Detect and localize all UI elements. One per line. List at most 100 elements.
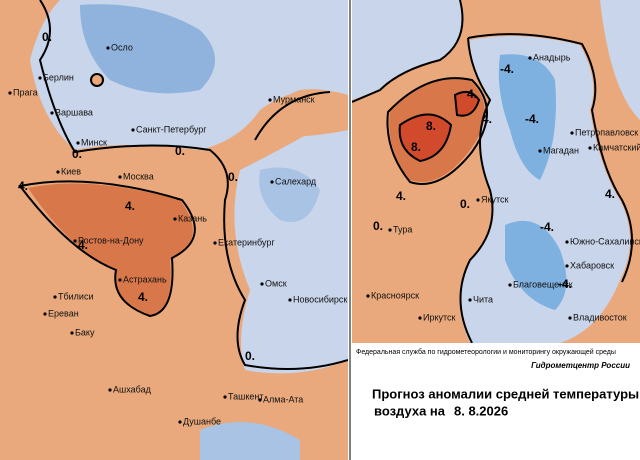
contour-label: 8. (426, 119, 436, 133)
city-label: Тура (393, 224, 412, 234)
left-panel (0, 0, 348, 460)
city-dot (56, 170, 60, 174)
city-dot (538, 149, 542, 153)
city-dot (258, 398, 262, 402)
city-label: Екатеринбург (218, 237, 275, 247)
city-dot (565, 240, 569, 244)
city-label: Новосибирск (293, 294, 347, 304)
city-dot (53, 295, 57, 299)
city-label: Якутск (481, 194, 509, 204)
city-dot (476, 198, 480, 202)
city-dot (38, 76, 42, 80)
city-label: Ашхабад (113, 384, 152, 394)
city-dot (223, 395, 227, 399)
city-dot (8, 91, 12, 95)
city-dot (106, 46, 110, 50)
city-dot (260, 282, 264, 286)
city-dot (76, 141, 80, 145)
contour-label: 0. (460, 197, 470, 211)
city-label: Владивосток (573, 312, 627, 322)
city-dot (50, 111, 54, 115)
city-dot (508, 283, 512, 287)
city-label: Ростов-на-Дону (78, 235, 144, 245)
city-dot (213, 241, 217, 245)
city-label: Казань (178, 213, 207, 223)
city-dot (108, 388, 112, 392)
city-label: Тбилиси (58, 291, 94, 301)
city-dot (528, 56, 532, 60)
contour-label: 0. (373, 219, 383, 233)
contour-label: 0. (72, 147, 82, 161)
city-label: Санкт-Петербург (136, 124, 207, 134)
city-dot (565, 264, 569, 268)
city-label: Астрахань (123, 274, 167, 284)
city-label: Омск (265, 278, 287, 288)
city-label: Хабаровск (570, 260, 614, 270)
city-dot (366, 294, 370, 298)
city-label: Мурманск (273, 94, 315, 104)
center: Гидрометцентр России (531, 361, 630, 370)
contour-label: 4. (396, 189, 406, 203)
contour-label: -4. (558, 277, 572, 291)
city-dot (70, 331, 74, 335)
city-label: Прага (13, 87, 38, 97)
city-label: Берлин (43, 72, 74, 82)
city-dot (173, 217, 177, 221)
contour-label: 8. (411, 140, 421, 154)
city-dot (131, 128, 135, 132)
city-label: Душанбе (183, 416, 221, 426)
city-dot (73, 239, 77, 243)
contour-label: -4. (540, 220, 554, 234)
city-dot (288, 298, 292, 302)
city-dot (418, 316, 422, 320)
title: Прогноз аномалии средней температуры (372, 386, 639, 401)
city-dot (43, 312, 47, 316)
contour-label: 4. (467, 87, 477, 101)
city-dot (570, 131, 574, 135)
city-label: Южно-Сахалинск (570, 236, 640, 246)
city-dot (588, 146, 592, 150)
contour-label: 4. (78, 238, 88, 252)
city-label: Минск (81, 137, 107, 147)
right-panel (352, 0, 640, 343)
contour-label: -4. (525, 112, 539, 126)
date: 8. 8.2026 (454, 403, 508, 418)
city-dot (468, 298, 472, 302)
contour-label: 0. (175, 144, 185, 158)
city-label: Алма-Ата (263, 394, 303, 404)
city-label: Баку (75, 327, 95, 337)
city-label: Камчатский (593, 142, 640, 152)
city-label: Москва (123, 171, 154, 181)
contour-label: 0. (42, 30, 52, 44)
city-dot (118, 278, 122, 282)
city-label: Анадырь (533, 52, 571, 62)
city-dot (270, 180, 274, 184)
contour-label: 0. (228, 170, 238, 184)
city-label: Ташкент (228, 391, 263, 401)
contour-label: 4. (482, 112, 492, 126)
city-label: Киев (61, 166, 81, 176)
city-label: Иркутск (423, 312, 456, 322)
city-label: Осло (111, 42, 133, 52)
city-label: Ереван (48, 308, 79, 318)
agency: Федеральная служба по гидрометеорологии … (356, 348, 616, 356)
city-label: Чита (473, 294, 493, 304)
city-dot (118, 175, 122, 179)
city-dot (568, 316, 572, 320)
city-dot (268, 98, 272, 102)
contour-label: 0. (245, 349, 255, 363)
contour-label: 4. (605, 187, 615, 201)
title-line2: воздуха на (374, 403, 446, 418)
contour-label: 4. (18, 179, 28, 193)
city-label: Магадан (543, 145, 579, 155)
contour-label: 4. (138, 290, 148, 304)
city-label: Благовещенск (513, 279, 573, 289)
contour-label: 4. (125, 199, 135, 213)
city-label: Варшава (55, 107, 93, 117)
city-label: Петропавловск (575, 127, 638, 137)
city-label: Красноярск (371, 290, 419, 300)
contour-label: -4. (500, 62, 514, 76)
city-label: Салехард (275, 176, 317, 186)
city-dot (388, 228, 392, 232)
